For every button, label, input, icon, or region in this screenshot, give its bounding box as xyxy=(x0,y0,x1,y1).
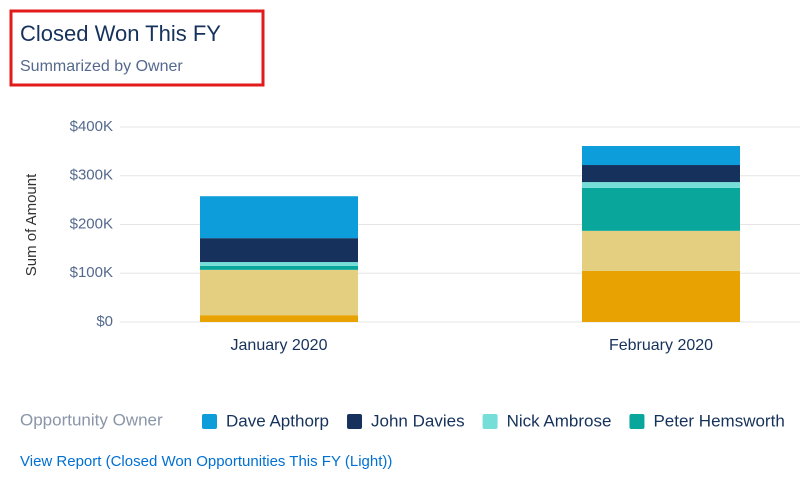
bar-segment xyxy=(200,269,358,316)
highlight-box xyxy=(9,9,265,87)
y-tick-label: $200K xyxy=(70,215,113,232)
legend-label: Nick Ambrose xyxy=(507,411,612,430)
bar-segment xyxy=(200,262,358,266)
legend-label: Dave Apthorp xyxy=(226,411,329,430)
bar-segment xyxy=(200,238,358,263)
chart-subtitle: Summarized by Owner xyxy=(20,58,183,75)
legend-swatch xyxy=(202,414,217,429)
x-tick-label: February 2020 xyxy=(609,337,713,354)
view-report-link[interactable]: View Report (Closed Won Opportunities Th… xyxy=(20,453,392,470)
bar-segment xyxy=(582,182,740,188)
bar-segment xyxy=(200,315,358,322)
y-tick-label: $300K xyxy=(70,167,113,184)
bar-segment xyxy=(582,187,740,231)
chart-title: Closed Won This FY xyxy=(20,21,221,46)
y-axis-label: Sum of Amount xyxy=(23,173,40,276)
bar-segment xyxy=(582,230,740,271)
legend-title: Opportunity Owner xyxy=(20,410,163,429)
bar-segment xyxy=(200,196,358,239)
bar-segment xyxy=(200,265,358,270)
bar-segment xyxy=(582,270,740,322)
x-tick-label: January 2020 xyxy=(231,337,328,354)
bar-segment xyxy=(582,165,740,183)
y-tick-label: $400K xyxy=(70,118,113,135)
legend-label: Peter Hemsworth xyxy=(653,411,784,430)
legend-swatch xyxy=(482,414,498,429)
legend-swatch xyxy=(347,414,363,429)
y-tick-label: $100K xyxy=(70,264,113,281)
legend-swatch xyxy=(629,414,645,429)
y-tick-label: $0 xyxy=(96,313,113,330)
bar-segment xyxy=(582,146,740,166)
legend-label: John Davies xyxy=(371,411,465,430)
